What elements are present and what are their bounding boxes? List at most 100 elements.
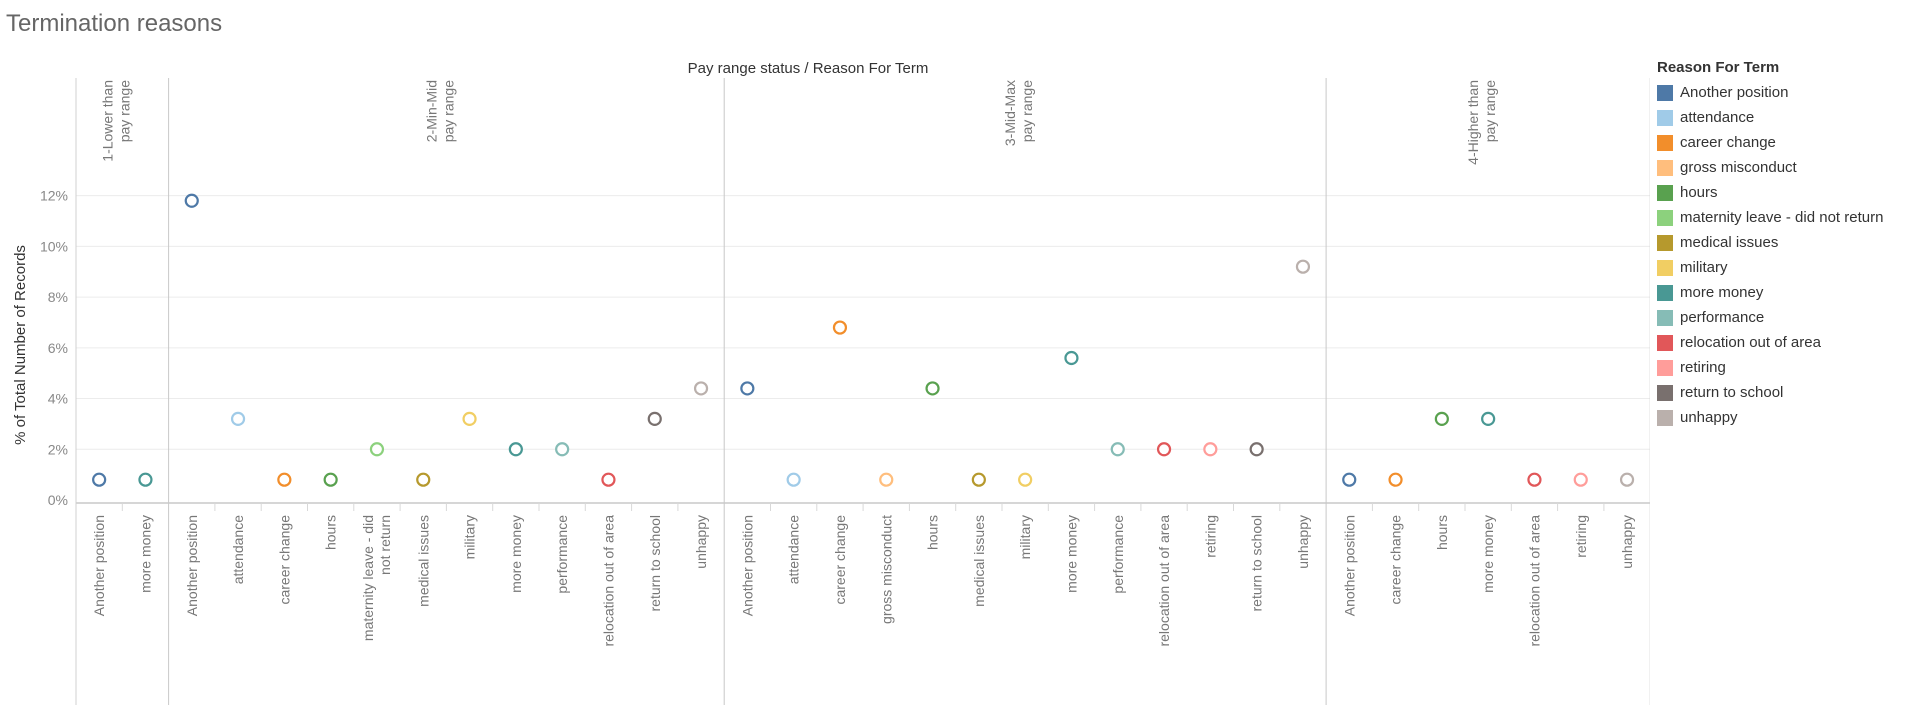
x-tick-label: performance (554, 515, 570, 594)
panel-headers: 1-Lower thanpay range 2-Min-Midpay range 3… (99, 80, 1498, 165)
data-point-return-to-school[interactable] (1249, 442, 1264, 457)
legend-item-more-money[interactable]: more money (1657, 280, 1883, 305)
data-point-another-position[interactable] (740, 381, 755, 396)
x-tick-label: attendance (230, 515, 246, 584)
legend-label: medical issues (1680, 234, 1779, 251)
x-tick-label: relocation out of area (600, 515, 616, 647)
data-point-hours[interactable] (925, 381, 940, 396)
legend-swatch (1657, 109, 1673, 126)
data-point-return-to-school[interactable] (647, 411, 662, 426)
data-point-career-change[interactable] (1388, 472, 1403, 487)
data-point-performance[interactable] (555, 442, 570, 457)
panel-header: 4-Higher thanpay range (1465, 80, 1498, 165)
x-axis-labels: Another position more money Another positi… (91, 515, 1635, 647)
legend-item-relocation-out-of-area[interactable]: relocation out of area (1657, 330, 1883, 355)
legend-title: Reason For Term (1657, 59, 1780, 76)
legend-item-career-change[interactable]: career change (1657, 130, 1883, 155)
x-tick-label: Another position (184, 515, 200, 616)
legend-swatch (1657, 159, 1673, 176)
legend-swatch (1657, 184, 1673, 201)
x-tick-label: career change (832, 515, 848, 605)
y-tick-label: 8% (48, 289, 68, 305)
data-point-attendance[interactable] (230, 411, 246, 426)
legend-label: performance (1680, 309, 1765, 326)
legend-swatch (1657, 234, 1673, 251)
legend-item-maternity-leave-did-not-return[interactable]: maternity leave - did not return (1657, 205, 1883, 230)
x-tick-label: more money (137, 515, 153, 593)
legend-item-medical-issues[interactable]: medical issues (1657, 230, 1883, 255)
x-tick-label: performance (1110, 515, 1126, 594)
legend-item-attendance[interactable]: attendance (1657, 105, 1883, 130)
x-tick-label: more money (1063, 515, 1079, 593)
data-point-another-position[interactable] (92, 472, 107, 487)
legend-item-unhappy[interactable]: unhappy (1657, 405, 1883, 430)
y-tick-label: 4% (48, 391, 68, 407)
legend-swatch (1657, 334, 1673, 351)
legend-item-another-position[interactable]: Another position (1657, 80, 1883, 105)
data-point-another-position[interactable] (184, 193, 199, 208)
x-tick-label: retiring (1573, 515, 1589, 558)
legend: Reason For Term Another position attendan… (1657, 59, 1883, 430)
data-point-career-change[interactable] (832, 320, 848, 335)
data-point-unhappy[interactable] (1295, 259, 1311, 274)
x-tick-label: gross misconduct (878, 515, 894, 624)
data-point-unhappy[interactable] (693, 381, 709, 396)
data-point-retiring[interactable] (1203, 442, 1218, 457)
legend-item-gross-misconduct[interactable]: gross misconduct (1657, 155, 1883, 180)
legend-items: Another position attendance career change g… (1657, 80, 1883, 430)
data-point-retiring[interactable] (1573, 472, 1588, 487)
data-point-maternity-leave-did-not-return[interactable] (369, 442, 385, 457)
data-point-relocation-out-of-area[interactable] (601, 472, 616, 487)
data-point-attendance[interactable] (786, 472, 801, 487)
legend-item-military[interactable]: military (1657, 255, 1883, 280)
legend-item-hours[interactable]: hours (1657, 180, 1883, 205)
data-point-medical-issues[interactable] (416, 472, 431, 487)
legend-label: more money (1680, 284, 1764, 301)
y-tick-label: 10% (40, 238, 68, 254)
y-tick-label: 2% (48, 441, 68, 457)
data-point-more-money[interactable] (1064, 350, 1079, 366)
legend-label: relocation out of area (1680, 334, 1821, 351)
data-point-more-money[interactable] (1481, 411, 1496, 426)
legend-item-return-to-school[interactable]: return to school (1657, 380, 1883, 405)
data-point-military[interactable] (462, 411, 477, 426)
legend-item-performance[interactable]: performance (1657, 305, 1883, 330)
x-tick-label: career change (276, 515, 292, 605)
data-point-relocation-out-of-area[interactable] (1527, 472, 1542, 487)
data-point-relocation-out-of-area[interactable] (1156, 442, 1172, 457)
y-tick-label: 12% (40, 188, 68, 204)
data-point-gross-misconduct[interactable] (879, 472, 894, 487)
data-point-hours[interactable] (323, 472, 338, 487)
data-point-unhappy[interactable] (1619, 472, 1635, 487)
data-point-more-money[interactable] (508, 442, 523, 457)
x-tick-label: maternity leave - didnot return (360, 515, 393, 641)
x-tick-label: attendance (786, 515, 802, 584)
legend-label: return to school (1680, 384, 1784, 401)
data-point-performance[interactable] (1110, 442, 1125, 457)
data-point-career-change[interactable] (277, 472, 292, 487)
y-tick-label: 6% (48, 340, 68, 356)
x-tick-label: military (462, 515, 478, 559)
panel-header: 3-Mid-Maxpay range (1002, 80, 1035, 146)
x-tick-label: military (1017, 515, 1033, 559)
x-tick-label: career change (1388, 515, 1404, 605)
x-tick-label: Another position (91, 515, 107, 616)
x-tick-label: medical issues (971, 515, 987, 607)
data-point-medical-issues[interactable] (971, 472, 986, 487)
x-tick-label: relocation out of area (1156, 515, 1172, 647)
x-tick-label: medical issues (415, 515, 431, 607)
x-tick-label: Another position (1341, 515, 1357, 616)
data-point-another-position[interactable] (1342, 472, 1357, 487)
x-tick-label: unhappy (1619, 515, 1635, 569)
data-point-more-money[interactable] (138, 472, 153, 487)
x-tick-label: return to school (647, 515, 663, 612)
gridlines (76, 195, 1650, 450)
legend-swatch (1657, 284, 1673, 301)
x-tick-label: return to school (1249, 515, 1265, 612)
legend-item-retiring[interactable]: retiring (1657, 355, 1883, 380)
legend-swatch (1657, 409, 1673, 426)
data-point-hours[interactable] (1434, 411, 1449, 426)
legend-label: unhappy (1680, 409, 1738, 426)
legend-swatch (1657, 359, 1673, 376)
data-point-military[interactable] (1018, 472, 1033, 487)
